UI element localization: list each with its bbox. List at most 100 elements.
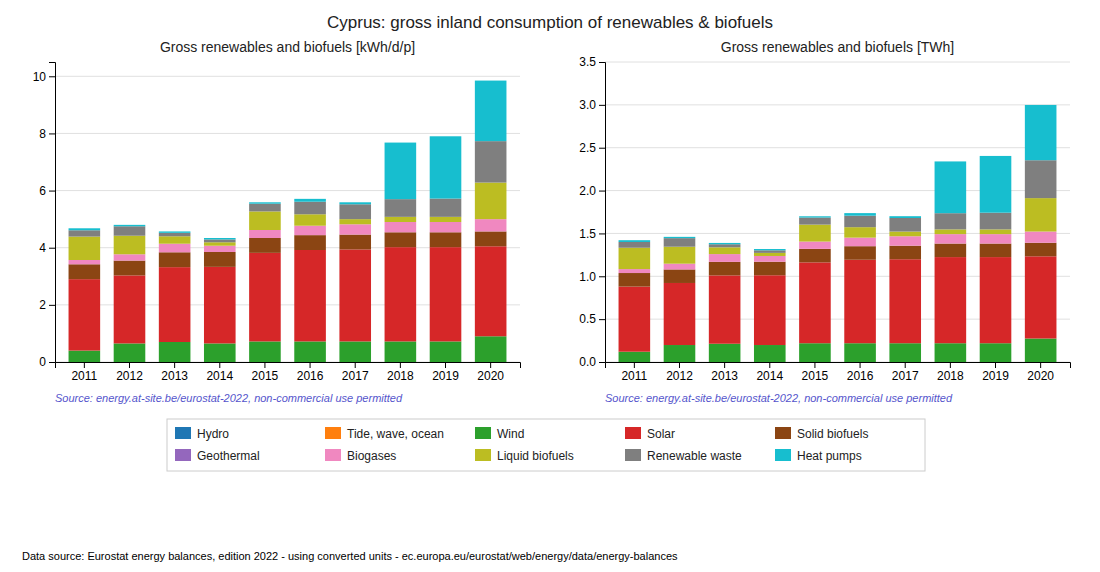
bar-segment bbox=[889, 246, 921, 260]
legend-label: Tide, wave, ocean bbox=[347, 427, 444, 441]
y-axis-line bbox=[599, 63, 606, 363]
bar-segment bbox=[1025, 256, 1057, 338]
bar-segment bbox=[159, 244, 191, 253]
bar-segment bbox=[339, 235, 371, 250]
bar-segment bbox=[159, 231, 191, 232]
grid-line bbox=[605, 62, 1070, 63]
bar-segment bbox=[204, 252, 236, 267]
x-tick: 2012 bbox=[666, 362, 693, 383]
bar-segment bbox=[1025, 198, 1057, 231]
bar-segment bbox=[1025, 232, 1057, 243]
bar-segment bbox=[754, 253, 786, 256]
x-tick: 2017 bbox=[342, 362, 369, 383]
y-tick-mark bbox=[49, 248, 55, 249]
bar-segment bbox=[430, 136, 462, 198]
bar-segment bbox=[664, 264, 696, 270]
legend-label: Heat pumps bbox=[797, 449, 862, 463]
bar-segment bbox=[294, 226, 326, 235]
bar-segment bbox=[249, 230, 281, 238]
x-tick-label: 2015 bbox=[252, 369, 279, 383]
y-tick-label: 8 bbox=[39, 127, 46, 141]
x-tick: 2015 bbox=[252, 362, 279, 383]
x-tick: 2019 bbox=[982, 362, 1009, 383]
x-axis: 2011201220132014201520162017201820192020 bbox=[56, 362, 521, 383]
x-tick-mark bbox=[129, 362, 130, 368]
legend-item: Tide, wave, ocean bbox=[325, 427, 444, 441]
bar-segment bbox=[664, 237, 696, 238]
bar-segment bbox=[754, 249, 786, 250]
bar-segment bbox=[844, 238, 876, 247]
bar-segment bbox=[754, 275, 786, 345]
plot: 0.00.51.01.52.02.53.03.52011201220132014… bbox=[579, 39, 1070, 404]
bar-segment bbox=[249, 211, 281, 230]
y-tick-mark bbox=[49, 191, 55, 192]
plot: 0246810201120122013201420152016201720182… bbox=[33, 39, 521, 404]
y-tick: 0.5 bbox=[579, 312, 605, 326]
x-tick-mark bbox=[814, 362, 815, 368]
bar-segment bbox=[889, 232, 921, 237]
legend-swatch bbox=[325, 449, 341, 461]
legend-swatch bbox=[325, 427, 341, 439]
bar-segment bbox=[249, 238, 281, 253]
bar-segment bbox=[475, 81, 507, 142]
x-tick-mark bbox=[400, 362, 401, 368]
grid-line bbox=[55, 76, 520, 77]
bar-segment bbox=[385, 232, 417, 247]
x-tick-label: 2018 bbox=[387, 369, 414, 383]
bar-segment bbox=[475, 231, 507, 246]
y-tick-mark bbox=[49, 305, 55, 306]
bar-segment bbox=[709, 243, 741, 244]
bar-segment bbox=[844, 216, 876, 227]
bar-segment bbox=[430, 247, 462, 341]
bar-segment bbox=[385, 217, 417, 222]
bar-segment bbox=[709, 262, 741, 276]
legend: HydroTide, wave, oceanWindSolarSolid bio… bbox=[167, 419, 925, 471]
bar-segment bbox=[294, 235, 326, 250]
y-tick-label: 3.0 bbox=[579, 98, 596, 112]
bar-segment bbox=[114, 261, 146, 276]
bar-segment bbox=[114, 236, 146, 255]
bar-segment bbox=[844, 260, 876, 343]
bar-segment bbox=[204, 246, 236, 252]
bar-segment bbox=[709, 344, 741, 362]
y-tick: 2.5 bbox=[579, 141, 605, 155]
bar-segment bbox=[385, 222, 417, 232]
bar-segment bbox=[980, 156, 1012, 213]
bar-segment bbox=[980, 343, 1012, 362]
x-tick-label: 2020 bbox=[477, 369, 504, 383]
y-tick: 2.0 bbox=[579, 184, 605, 198]
y-tick-mark bbox=[599, 62, 605, 63]
bar-segment bbox=[69, 237, 101, 260]
x-tick: 2011 bbox=[71, 362, 97, 383]
bar-segment bbox=[430, 341, 462, 362]
bar-segment bbox=[249, 253, 281, 342]
y-tick-mark bbox=[599, 233, 605, 234]
bar-segment bbox=[844, 213, 876, 216]
bar-segment bbox=[114, 226, 146, 235]
legend-item: Renewable waste bbox=[625, 449, 742, 463]
y-tick-label: 0.5 bbox=[579, 312, 596, 326]
x-tick: 2013 bbox=[161, 362, 188, 383]
x-tick-mark bbox=[264, 362, 265, 368]
grid-line bbox=[605, 147, 1070, 148]
x-tick-mark bbox=[1040, 362, 1041, 368]
bar-segment bbox=[475, 183, 507, 220]
x-axis-line bbox=[606, 363, 1071, 369]
bar-segment bbox=[339, 249, 371, 341]
bar-segment bbox=[889, 259, 921, 343]
legend-label: Liquid biofuels bbox=[497, 449, 574, 463]
bar-segment bbox=[204, 242, 236, 245]
bar-segment bbox=[619, 240, 651, 242]
bar-segment bbox=[114, 275, 146, 343]
y-tick-label: 4 bbox=[39, 241, 46, 255]
bar-segment bbox=[754, 250, 786, 253]
grid bbox=[55, 76, 520, 362]
bar-segment bbox=[294, 202, 326, 215]
bar-segment bbox=[889, 343, 921, 362]
x-tick-label: 2016 bbox=[847, 369, 874, 383]
x-tick: 2014 bbox=[756, 362, 783, 383]
y-axis: 0.00.51.01.52.02.53.03.5 bbox=[579, 55, 605, 369]
x-tick-label: 2020 bbox=[1027, 369, 1054, 383]
bar-segment bbox=[1025, 243, 1057, 257]
x-tick-label: 2012 bbox=[666, 369, 693, 383]
